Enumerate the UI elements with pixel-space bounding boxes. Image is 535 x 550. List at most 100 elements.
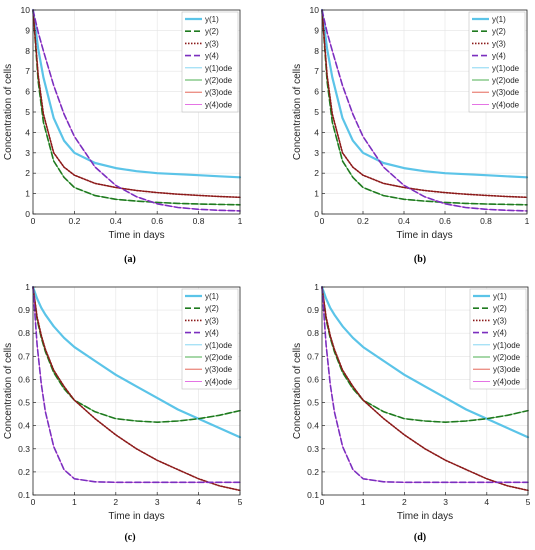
y-tick-label: 0.7 xyxy=(18,351,30,361)
x-tick-label: 0 xyxy=(31,497,36,507)
panel-caption: (d) xyxy=(414,532,426,543)
legend-entry: y(3)ode xyxy=(205,365,233,374)
x-axis-label: Time in days xyxy=(108,230,164,241)
x-tick-label: 0.8 xyxy=(193,216,205,226)
x-tick-label: 5 xyxy=(526,497,531,507)
y-tick-label: 0.2 xyxy=(307,467,319,477)
y-tick-label: 0.9 xyxy=(18,305,30,315)
x-tick-label: 0.6 xyxy=(151,216,163,226)
y-tick-label: 9 xyxy=(25,25,30,35)
legend-entry: y(4)ode xyxy=(205,100,233,109)
y-axis-label: Concentration of cells xyxy=(3,64,14,160)
y-axis-label: Concentration of cells xyxy=(292,343,303,439)
y-tick-label: 0.6 xyxy=(307,374,319,384)
x-tick-label: 2 xyxy=(113,497,118,507)
x-tick-label: 3 xyxy=(155,497,160,507)
y-tick-label: 10 xyxy=(21,5,31,15)
legend-entry: y(2)ode xyxy=(492,76,520,85)
y-tick-label: 0.7 xyxy=(307,351,319,361)
legend: y(1) y(2) y(3) y(4) y(1)ode y(2)ode y(3)ode y(4… xyxy=(182,289,238,389)
legend-entry: y(4)ode xyxy=(492,100,520,109)
legend-entry: y(1) xyxy=(493,292,507,301)
y-tick-label: 3 xyxy=(25,148,30,158)
y-axis-label: Concentration of cells xyxy=(3,343,14,439)
x-tick-label: 0.4 xyxy=(110,216,122,226)
x-axis-label: Time in days xyxy=(396,230,452,241)
legend-entry: y(1)ode xyxy=(205,64,233,73)
x-tick-label: 0.4 xyxy=(398,216,410,226)
y-axis-label: Concentration of cells xyxy=(292,64,303,160)
x-tick-label: 3 xyxy=(443,497,448,507)
legend-entry: y(1)ode xyxy=(492,64,520,73)
y-tick-label: 6 xyxy=(314,87,319,97)
legend-entry: y(2)ode xyxy=(493,353,521,362)
y-tick-label: 0.3 xyxy=(18,444,30,454)
y-tick-label: 0 xyxy=(314,209,319,219)
legend-entry: y(2) xyxy=(492,27,506,36)
x-tick-label: 4 xyxy=(196,497,201,507)
legend-entry: y(1) xyxy=(205,292,219,301)
y-tick-label: 7 xyxy=(314,66,319,76)
legend-entry: y(3) xyxy=(205,316,219,325)
y-tick-label: 0 xyxy=(25,209,30,219)
chart-panel-c: 0 1 2 3 4 50.10.20.30.40.50.60.70.80.91Time i… xyxy=(3,282,243,522)
y-tick-label: 10 xyxy=(310,5,320,15)
y-tick-label: 0.1 xyxy=(307,490,319,500)
legend-entry: y(4) xyxy=(205,329,219,338)
y-tick-label: 7 xyxy=(25,66,30,76)
x-tick-label: 0 xyxy=(320,216,325,226)
legend-entry: y(3)ode xyxy=(493,365,521,374)
legend-entry: y(3) xyxy=(493,316,507,325)
legend-entry: y(1) xyxy=(492,15,506,24)
y-tick-label: 2 xyxy=(314,168,319,178)
legend-entry: y(1)ode xyxy=(493,341,521,350)
x-tick-label: 1 xyxy=(525,216,530,226)
x-tick-label: 0.2 xyxy=(68,216,80,226)
y-tick-label: 0.3 xyxy=(307,444,319,454)
y-tick-label: 3 xyxy=(314,148,319,158)
y-tick-label: 0.9 xyxy=(307,305,319,315)
chart-panel-d: 0 1 2 3 4 50.10.20.30.40.50.60.70.80.91Time i… xyxy=(292,282,531,522)
y-tick-label: 0.4 xyxy=(18,421,30,431)
x-tick-label: 5 xyxy=(238,497,243,507)
legend: y(1) y(2) y(3) y(4) y(1)ode y(2)ode y(3)ode y(4… xyxy=(470,289,526,389)
x-tick-label: 1 xyxy=(361,497,366,507)
y-tick-label: 5 xyxy=(314,107,319,117)
legend-entry: y(4)ode xyxy=(205,377,233,386)
panel-caption: (a) xyxy=(124,254,136,265)
y-tick-label: 0.1 xyxy=(18,490,30,500)
legend-entry: y(2) xyxy=(205,304,219,313)
y-tick-label: 5 xyxy=(25,107,30,117)
y-tick-label: 0.5 xyxy=(18,398,30,408)
y-tick-label: 0.8 xyxy=(18,328,30,338)
x-tick-label: 1 xyxy=(238,216,243,226)
x-tick-label: 0.2 xyxy=(357,216,369,226)
chart-panel-b: 0 0.2 0.4 0.6 0.8 1012345678910Time in daysCo… xyxy=(292,5,530,241)
y-tick-label: 4 xyxy=(314,127,319,137)
legend-entry: y(2)ode xyxy=(205,353,233,362)
legend-entry: y(1)ode xyxy=(205,341,233,350)
legend-entry: y(3)ode xyxy=(205,88,233,97)
y-tick-label: 1 xyxy=(25,189,30,199)
legend-entry: y(1) xyxy=(205,15,219,24)
x-tick-label: 4 xyxy=(484,497,489,507)
y-tick-label: 9 xyxy=(314,25,319,35)
legend-entry: y(4) xyxy=(492,52,506,61)
legend-entry: y(3) xyxy=(205,39,219,48)
y-tick-label: 0.2 xyxy=(18,467,30,477)
legend-entry: y(4) xyxy=(205,52,219,61)
y-tick-label: 8 xyxy=(25,46,30,56)
legend-entry: y(4)ode xyxy=(493,377,521,386)
y-tick-label: 4 xyxy=(25,127,30,137)
x-axis-label: Time in days xyxy=(397,511,453,522)
panel-caption: (b) xyxy=(414,254,426,265)
legend: y(1) y(2) y(3) y(4) y(1)ode y(2)ode y(3)ode y(4… xyxy=(182,12,238,112)
panel-caption: (c) xyxy=(124,532,135,543)
legend: y(1) y(2) y(3) y(4) y(1)ode y(2)ode y(3)ode y(4… xyxy=(469,12,525,112)
y-tick-label: 0.5 xyxy=(307,398,319,408)
legend-entry: y(4) xyxy=(493,329,507,338)
x-tick-label: 1 xyxy=(72,497,77,507)
y-tick-label: 1 xyxy=(25,282,30,292)
y-tick-label: 8 xyxy=(314,46,319,56)
x-axis-label: Time in days xyxy=(108,511,164,522)
